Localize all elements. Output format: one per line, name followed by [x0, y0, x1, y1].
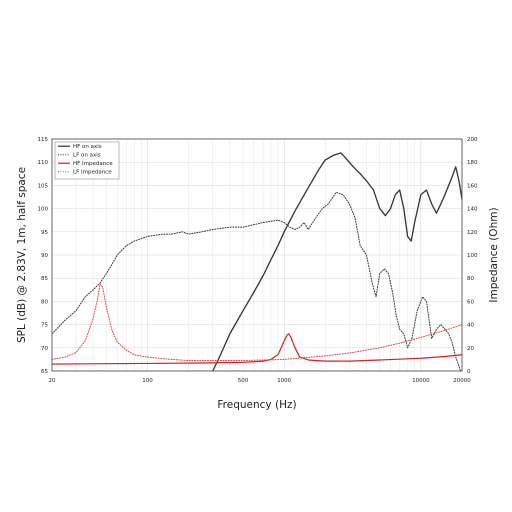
x-tick-label: 10000 [412, 378, 430, 384]
y-tick-label-right: 180 [467, 160, 478, 166]
y-axis-left-ticks: 65 70 75 80 85 90 95 100 105 110 115 [38, 137, 49, 375]
y-tick-label-right: 200 [467, 137, 478, 143]
y-tick-label-left: 70 [41, 346, 48, 352]
x-tick-label: 1000 [277, 378, 291, 384]
y-tick-label-left: 80 [41, 299, 48, 305]
y-axis-right-ticks: 0 20 40 60 80 100 120 140 160 180 200 [467, 137, 478, 375]
y-tick-label-left: 110 [38, 160, 49, 166]
y-axis-left-title: SPL (dB) @ 2.83V, 1m, half space [16, 167, 28, 343]
y-tick-label-right: 160 [467, 183, 478, 189]
y-tick-label-right: 0 [467, 369, 471, 375]
x-tick-label: 500 [238, 378, 249, 384]
y-tick-label-left: 90 [41, 253, 48, 259]
y-tick-label-left: 95 [41, 230, 48, 236]
y-tick-label-right: 40 [467, 323, 474, 329]
y-tick-label-right: 140 [467, 207, 478, 213]
legend-box [54, 141, 120, 180]
y-axis-right-title: Impedance (Ohm) [488, 207, 500, 302]
legend-label: LF on axis [73, 153, 101, 159]
x-tick-label: 20000 [453, 378, 471, 384]
legend-label: LF Impedance [73, 170, 112, 176]
y-tick-label-left: 105 [38, 183, 49, 189]
series-line-lf-impedance [52, 283, 462, 362]
series-line-lf-on-axis [52, 191, 462, 371]
series-line-hf-impedance [52, 333, 462, 365]
y-tick-label-right: 120 [467, 230, 478, 236]
x-tick-label: 100 [142, 378, 153, 384]
y-tick-label-right: 100 [467, 253, 478, 259]
y-tick-label-left: 85 [41, 276, 48, 282]
y-tick-label-right: 60 [467, 299, 474, 305]
x-axis-ticks: 20 100 500 1000 10000 20000 [49, 378, 472, 384]
legend-label: HF on axis [73, 144, 102, 150]
y-tick-label-left: 75 [41, 323, 48, 329]
series-line-hf-on-axis [212, 152, 462, 371]
y-tick-label-right: 80 [467, 276, 474, 282]
x-axis-title: Frequency (Hz) [217, 399, 296, 411]
y-tick-label-right: 20 [467, 346, 474, 352]
legend-label: HF Impedance [73, 161, 113, 167]
plot-frame [51, 138, 463, 372]
y-tick-label-left: 65 [41, 369, 48, 375]
y-tick-label-left: 100 [38, 207, 49, 213]
y-tick-label-left: 115 [38, 137, 49, 143]
legend: HF on axis LF on axis HF Impedance LF Imped… [54, 141, 120, 180]
series-layer [52, 152, 462, 371]
x-tick-label: 20 [49, 378, 56, 384]
